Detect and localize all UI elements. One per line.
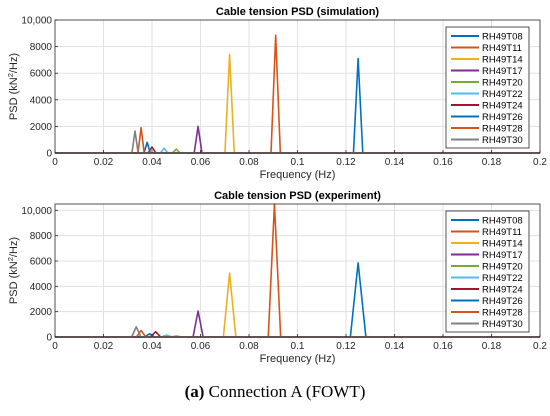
legend-entry: RH49T17 bbox=[482, 66, 523, 77]
x-tick-label: 0 bbox=[52, 157, 58, 168]
y-tick-label: 4000 bbox=[30, 282, 53, 293]
legend-entry: RH49T11 bbox=[482, 227, 522, 238]
legend-entry: RH49T17 bbox=[482, 250, 523, 261]
y-axis-label-tail: /Hz) bbox=[8, 53, 20, 73]
figure-caption: (a) Connection A (FOWT) bbox=[0, 382, 550, 402]
legend-entry: RH49T20 bbox=[482, 262, 523, 273]
y-tick-label: 0 bbox=[46, 149, 52, 160]
x-tick-label: 0.04 bbox=[142, 341, 162, 352]
x-tick-label: 0.12 bbox=[336, 341, 356, 352]
y-tick-label: 2000 bbox=[30, 122, 53, 133]
x-tick-label: 0.06 bbox=[191, 157, 211, 168]
x-tick-label: 0.2 bbox=[533, 157, 547, 168]
x-axis-label: Frequency (Hz) bbox=[260, 353, 336, 365]
y-axis-label-base: PSD (kN bbox=[8, 261, 20, 304]
chart-panel-1: 0 0.02 0.04 0.06 0.08 0.1 0.12 0.14 0.16 0.18 0.2 0… bbox=[6, 6, 547, 181]
legend-entry: RH49T30 bbox=[482, 319, 523, 330]
x-tick-label: 0.18 bbox=[482, 157, 502, 168]
legend-entry: RH49T20 bbox=[482, 78, 523, 89]
chart-title: Cable tension PSD (experiment) bbox=[214, 190, 381, 202]
y-tick-label: 10,000 bbox=[21, 206, 52, 217]
y-tick-label: 4000 bbox=[30, 95, 53, 106]
y-axis-label: PSD (kN2/Hz) bbox=[6, 237, 20, 304]
legend-entry: RH49T08 bbox=[482, 32, 523, 43]
caption-text: Connection A (FOWT) bbox=[204, 382, 366, 401]
x-tick-label: 0.04 bbox=[142, 157, 162, 168]
y-tick-label: 8000 bbox=[30, 42, 53, 53]
x-tick-label: 0.14 bbox=[385, 341, 405, 352]
x-tick-label: 0.08 bbox=[239, 341, 259, 352]
x-tick-label: 0.2 bbox=[533, 341, 547, 352]
x-axis-label: Frequency (Hz) bbox=[260, 169, 336, 181]
legend-entry: RH49T22 bbox=[482, 89, 523, 100]
legend-entry: RH49T24 bbox=[482, 285, 523, 296]
x-tick-label: 0.16 bbox=[433, 341, 453, 352]
legend: RH49T08RH49T11RH49T14RH49T17RH49T20RH49T… bbox=[445, 26, 530, 149]
legend-entry: RH49T08 bbox=[482, 216, 523, 227]
legend-entry: RH49T14 bbox=[482, 239, 523, 250]
x-tick-label: 0.14 bbox=[385, 157, 405, 168]
y-axis-label-base: PSD (kN bbox=[8, 77, 20, 120]
y-tick-label: 0 bbox=[46, 333, 52, 344]
legend: RH49T08RH49T11RH49T14RH49T17RH49T20RH49T… bbox=[445, 210, 530, 333]
x-tick-label: 0.02 bbox=[94, 157, 114, 168]
y-axis-label: PSD (kN2/Hz) bbox=[6, 53, 20, 120]
y-tick-label: 6000 bbox=[30, 257, 53, 268]
legend-entry: RH49T28 bbox=[482, 124, 523, 135]
x-tick-label: 0.1 bbox=[291, 157, 305, 168]
x-tick-label: 0.06 bbox=[191, 341, 211, 352]
caption-label: (a) bbox=[184, 382, 205, 401]
legend-entry: RH49T11 bbox=[482, 43, 522, 54]
y-tick-label: 10,000 bbox=[21, 16, 52, 27]
y-axis-label-sup: 2 bbox=[6, 73, 15, 77]
legend-entry: RH49T26 bbox=[482, 296, 523, 307]
legend-entry: RH49T26 bbox=[482, 112, 523, 123]
x-tick-label: 0.16 bbox=[433, 157, 453, 168]
legend-entry: RH49T24 bbox=[482, 101, 523, 112]
x-tick-label: 0.08 bbox=[239, 157, 259, 168]
x-tick-label: 0.02 bbox=[94, 341, 114, 352]
legend-entry: RH49T30 bbox=[482, 135, 523, 146]
x-tick-label: 0.12 bbox=[336, 157, 356, 168]
y-axis-label-sup: 2 bbox=[6, 257, 15, 261]
y-tick-label: 2000 bbox=[30, 307, 53, 318]
x-tick-label: 0.1 bbox=[291, 341, 305, 352]
y-tick-label: 6000 bbox=[30, 69, 53, 80]
chart-title: Cable tension PSD (simulation) bbox=[216, 6, 380, 18]
x-tick-label: 0 bbox=[52, 341, 58, 352]
y-axis-label-tail: /Hz) bbox=[8, 237, 20, 257]
legend-entry: RH49T14 bbox=[482, 55, 523, 66]
chart-panel-2: 0 0.02 0.04 0.06 0.08 0.1 0.12 0.14 0.16 0.18 0.2 0… bbox=[6, 190, 547, 365]
legend-entry: RH49T22 bbox=[482, 273, 523, 284]
y-tick-label: 8000 bbox=[30, 231, 53, 242]
x-tick-label: 0.18 bbox=[482, 341, 502, 352]
legend-entry: RH49T28 bbox=[482, 308, 523, 319]
